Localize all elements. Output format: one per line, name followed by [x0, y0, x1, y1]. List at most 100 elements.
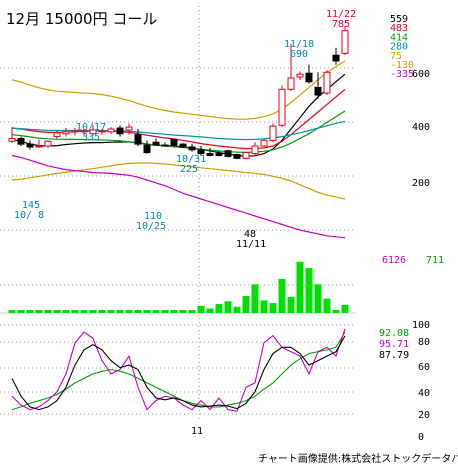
ma-legend-value: 414: [390, 32, 408, 43]
candle-body: [179, 143, 187, 148]
osc-value-green: 92.08: [379, 328, 409, 339]
volume-bar: [26, 310, 34, 313]
volume-bar: [197, 305, 205, 313]
volume-label-6126: 6126: [382, 255, 406, 266]
annotation-value-48: 48: [244, 229, 256, 240]
volume-bar: [323, 298, 331, 313]
volume-bar: [44, 310, 52, 313]
candle-body: [305, 72, 313, 83]
annotation-value-110: 110: [144, 211, 162, 222]
candle-body: [125, 126, 133, 131]
volume-bar: [62, 310, 70, 313]
candle-body: [170, 138, 178, 146]
candle-body: [251, 145, 259, 155]
ma-line--335: [11, 154, 346, 239]
volume-bar: [260, 300, 268, 313]
chart-title: 12月 15000円 コール: [6, 10, 157, 28]
volume-bar: [35, 310, 43, 313]
candle-body: [152, 141, 160, 146]
osc-tick-20: 20: [418, 410, 430, 421]
osc-tick-60: 60: [418, 362, 430, 373]
candle-body: [89, 129, 97, 135]
candle-body: [269, 125, 277, 141]
volume-bar: [305, 268, 313, 313]
candle-body: [62, 131, 70, 135]
volume-bar: [116, 310, 124, 313]
volume-bar: [287, 296, 295, 313]
candle-body: [287, 77, 295, 90]
ma-legend-value: 280: [390, 42, 408, 53]
volume-bar: [251, 284, 259, 313]
volume-bar: [296, 261, 304, 313]
candle-body: [206, 153, 214, 156]
volume-bar: [224, 301, 232, 313]
volume-bar: [188, 310, 196, 313]
osc-line-87.79: [11, 335, 346, 411]
volume-bar: [80, 310, 88, 313]
osc-line-92.08: [11, 331, 346, 411]
candle-body: [161, 144, 169, 147]
annotation-value-335: 335: [82, 132, 100, 143]
volume-bar: [242, 295, 250, 313]
candlesticks: [8, 25, 349, 160]
candle-body: [224, 150, 232, 157]
ma-legend-value: 75: [390, 51, 402, 62]
x-axis-label-11: 11: [191, 426, 203, 437]
volume-bars: [0, 261, 356, 314]
annotation-value-145: 145: [22, 200, 40, 211]
candle-body: [242, 152, 250, 159]
volume-bar: [89, 310, 97, 313]
ma-line-559: [11, 73, 346, 157]
candle-body: [26, 143, 34, 148]
moving-average-lines: [11, 60, 346, 239]
candle-body: [323, 71, 331, 94]
annotation-value-225: 225: [180, 164, 198, 175]
annotation-date-108: 10/ 8: [14, 210, 44, 221]
volume-bar: [8, 310, 16, 313]
ma-line-414: [11, 110, 346, 153]
candle-body: [215, 153, 223, 156]
candle-body: [332, 54, 340, 62]
annotation-date-1017: 10/17: [76, 122, 106, 133]
ma-legend-value: -130: [390, 60, 414, 71]
volume-bar: [278, 278, 286, 313]
candle-body: [314, 86, 322, 96]
candle-body: [116, 127, 124, 135]
volume-bar: [152, 310, 160, 313]
volume-bar: [314, 284, 322, 313]
ma-legend-value: -335: [390, 69, 414, 80]
osc-tick-100: 100: [412, 320, 430, 331]
price-tick-200: 200: [412, 178, 430, 189]
volume-bar: [233, 306, 241, 313]
ma-line-75: [11, 60, 346, 120]
volume-bar: [107, 310, 115, 313]
candle-body: [143, 144, 151, 154]
volume-bar: [269, 303, 277, 313]
osc-tick-40: 40: [418, 388, 430, 399]
candle-body: [44, 140, 52, 147]
annotation-date-1122: 11/22: [326, 9, 356, 20]
volume-bar: [170, 310, 178, 313]
volume-bar: [341, 304, 349, 313]
ma-legend-value: 483: [390, 23, 408, 34]
volume-bar: [125, 310, 133, 313]
ma-line-280: [11, 120, 346, 141]
volume-bar: [143, 310, 151, 313]
volume-bar: [53, 310, 61, 313]
volume-bar: [71, 310, 79, 313]
osc-value-black: 87.79: [379, 350, 409, 361]
volume-label-711: 711: [426, 255, 444, 266]
osc-value-magenta: 95.71: [379, 339, 409, 350]
annotation-date-1031: 10/31: [176, 154, 206, 165]
annotation-date-1111: 11/11: [236, 239, 266, 250]
osc-tick-0: 0: [418, 432, 424, 443]
candle-body: [35, 145, 43, 148]
volume-bar: [17, 310, 25, 313]
volume-bar: [179, 310, 187, 313]
candle-body: [341, 30, 349, 54]
candle-body: [71, 130, 79, 133]
annotation-value-785: 785: [332, 19, 350, 30]
osc-tick-80: 80: [418, 337, 430, 348]
